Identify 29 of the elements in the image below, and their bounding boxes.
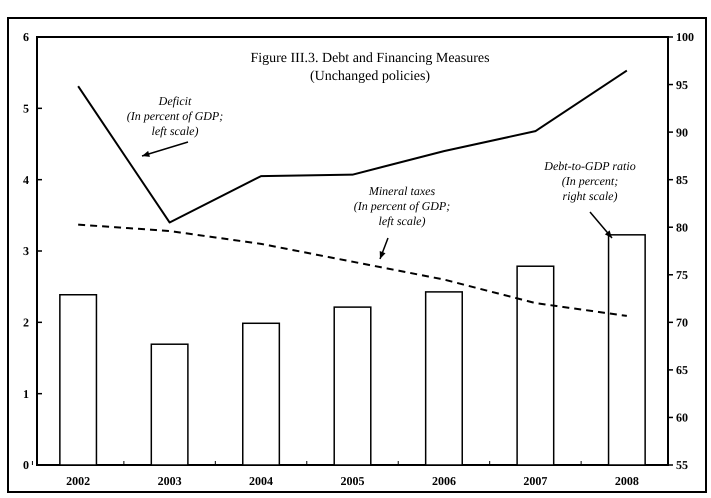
text: (Unchanged policies) [310, 69, 430, 84]
y-tick-label: 5 [23, 102, 29, 116]
annotation: Deficit (In percent of GDP; left scale) [126, 94, 224, 138]
x-tick-label: 2004 [249, 474, 274, 488]
x-tick-label: 2003 [158, 474, 182, 488]
x-tick-label: 2007 [523, 474, 548, 488]
x-tick-label: 2005 [340, 474, 364, 488]
y2-tick-label: 65 [676, 363, 688, 378]
text: Figure III.3. Debt and Financing Measures [250, 51, 490, 66]
y-tick-label: 0 [23, 458, 29, 472]
y2-tick-label: 100 [676, 30, 694, 44]
y-tick-label: 6 [23, 30, 29, 44]
y2-tick-label: 70 [676, 316, 688, 330]
x-tick-label: 2008 [614, 474, 639, 488]
y2-tick-label: 55 [676, 458, 688, 472]
y2-tick-label: 75 [676, 268, 688, 282]
x-tick-label: 2002 [66, 474, 90, 488]
x-tick-label: 2006 [432, 474, 456, 488]
y2-tick-label: 90 [676, 125, 688, 140]
y-tick-label: 4 [23, 172, 29, 187]
y2-tick-label: 80 [676, 220, 688, 234]
y-tick-label: 1 [23, 386, 29, 401]
annotation: Debt-to-GDP ratio (In percent; right scale) [543, 159, 636, 203]
y-tick-label: 3 [23, 244, 29, 258]
y2-tick-label: 85 [676, 172, 688, 187]
annotation: Mineral taxes (In percent of GDP; left scale) [354, 184, 450, 228]
y-tick-label: 2 [23, 316, 29, 330]
y2-tick-label: 60 [676, 410, 688, 425]
y2-tick-label: 95 [676, 78, 688, 92]
